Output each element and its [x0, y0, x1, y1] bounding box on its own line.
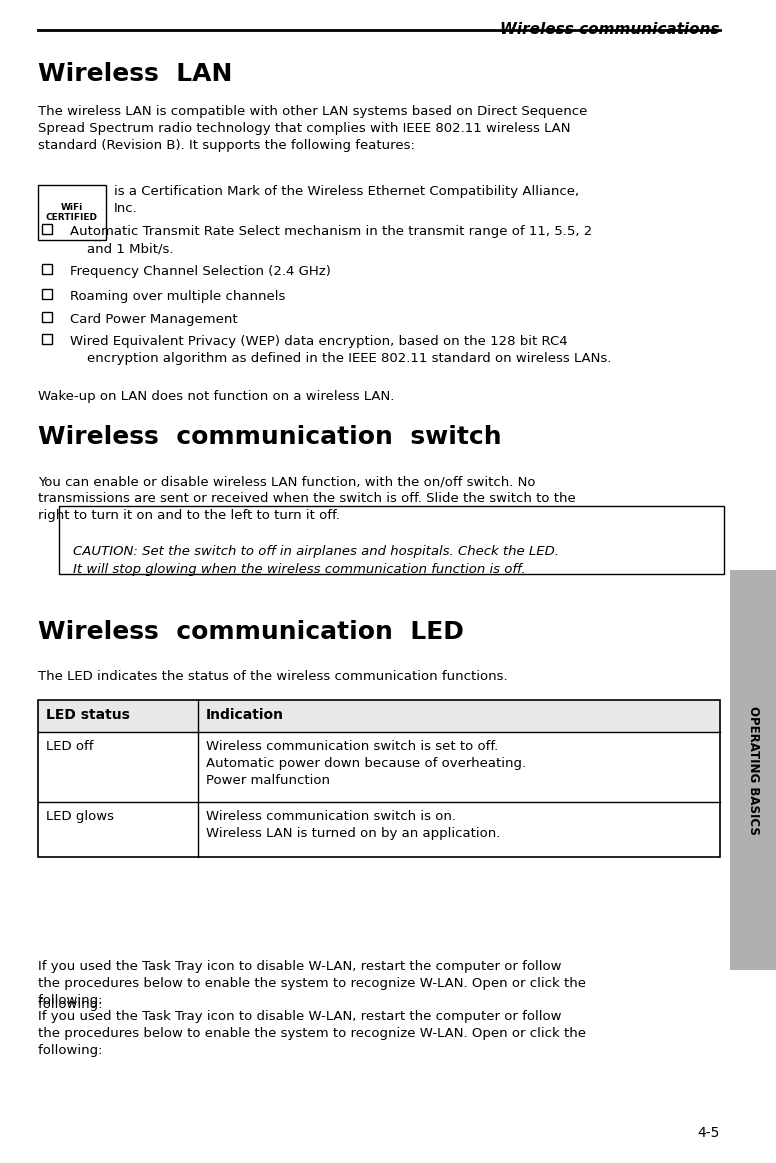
- Text: The wireless LAN is compatible with other LAN systems based on Direct Sequence
S: The wireless LAN is compatible with othe…: [38, 105, 587, 152]
- Text: WiFi
CERTIFIED: WiFi CERTIFIED: [46, 202, 98, 222]
- Bar: [42, 312, 52, 322]
- Text: You can enable or disable wireless LAN function, with the on/off switch. No
tran: You can enable or disable wireless LAN f…: [38, 475, 576, 522]
- Text: Roaming over multiple channels: Roaming over multiple channels: [70, 290, 286, 304]
- Text: Wireless  communication  switch: Wireless communication switch: [38, 424, 501, 449]
- Text: 4-5: 4-5: [698, 1126, 720, 1140]
- FancyBboxPatch shape: [59, 506, 724, 575]
- Bar: [42, 224, 52, 234]
- Text: Frequency Channel Selection (2.4 GHz): Frequency Channel Selection (2.4 GHz): [70, 265, 331, 278]
- Text: Wireless  communication  LED: Wireless communication LED: [38, 620, 464, 644]
- Text: If you used the Task Tray icon to disable W-LAN, restart the computer or follow
: If you used the Task Tray icon to disabl…: [38, 959, 586, 1007]
- Text: is a Certification Mark of the Wireless Ethernet Compatibility Alliance,
Inc.: is a Certification Mark of the Wireless …: [114, 185, 579, 215]
- Text: Automatic Transmit Rate Select mechanism in the transmit range of 11, 5.5, 2
   : Automatic Transmit Rate Select mechanism…: [70, 224, 592, 255]
- Text: following:: following:: [38, 998, 107, 1011]
- Text: Wired Equivalent Privacy (WEP) data encryption, based on the 128 bit RC4
    enc: Wired Equivalent Privacy (WEP) data encr…: [70, 335, 611, 365]
- Bar: [42, 334, 52, 344]
- Bar: [42, 264, 52, 274]
- Bar: [38, 700, 720, 732]
- Bar: [38, 700, 720, 857]
- Bar: [42, 288, 52, 299]
- Text: LED off: LED off: [46, 740, 93, 752]
- Text: Wireless communication switch is on.
Wireless LAN is turned on by an application: Wireless communication switch is on. Wir…: [206, 809, 501, 840]
- Text: The LED indicates the status of the wireless communication functions.: The LED indicates the status of the wire…: [38, 670, 508, 683]
- Text: OPERATING BASICS: OPERATING BASICS: [747, 706, 760, 834]
- Text: Wireless  LAN: Wireless LAN: [38, 62, 232, 86]
- Text: If you used the Task Tray icon to disable W-LAN, restart the computer or follow
: If you used the Task Tray icon to disabl…: [38, 1009, 586, 1057]
- Bar: [730, 570, 776, 970]
- FancyBboxPatch shape: [38, 185, 106, 240]
- Text: LED glows: LED glows: [46, 809, 114, 823]
- Text: Wireless communication switch is set to off.
Automatic power down because of ove: Wireless communication switch is set to …: [206, 740, 526, 787]
- Text: LED status: LED status: [46, 708, 130, 722]
- Text: Card Power Management: Card Power Management: [70, 313, 237, 326]
- Text: Wake-up on LAN does not function on a wireless LAN.: Wake-up on LAN does not function on a wi…: [38, 390, 394, 404]
- Text: CAUTION: Set the switch to off in airplanes and hospitals. Check the LED.
It wil: CAUTION: Set the switch to off in airpla…: [73, 545, 559, 576]
- Text: Indication: Indication: [206, 708, 284, 722]
- Text: Wireless communications: Wireless communications: [501, 22, 720, 37]
